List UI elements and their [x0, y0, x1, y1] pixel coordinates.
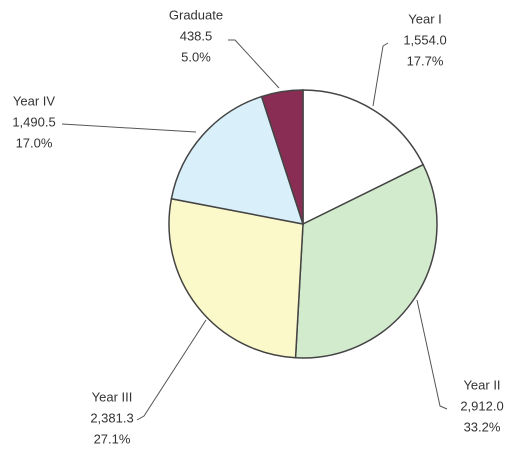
value-label: 1,554.0	[403, 32, 446, 47]
percent-label: 27.1%	[94, 431, 131, 446]
slice-label: Year II	[463, 377, 500, 392]
slice-label: Year III	[92, 389, 133, 404]
slice-label: Year I	[408, 11, 442, 26]
leader-line	[228, 39, 280, 89]
pie-slice	[294, 163, 438, 359]
slice-label: Graduate	[169, 7, 223, 22]
leader-line	[61, 123, 197, 133]
pie-slice	[170, 95, 305, 225]
percent-label: 33.2%	[464, 419, 501, 434]
pie-slice	[260, 89, 304, 225]
slice-label: Year IV	[13, 93, 55, 108]
value-label: 438.5	[180, 28, 213, 43]
percent-label: 17.0%	[16, 135, 53, 150]
percent-label: 17.7%	[407, 53, 444, 68]
percent-label: 5.0%	[181, 49, 211, 64]
leader-line	[136, 319, 207, 421]
value-label: 2,912.0	[460, 398, 503, 413]
pie-slice	[302, 89, 425, 226]
value-label: 1,490.5	[12, 114, 55, 129]
leader-line	[416, 299, 448, 410]
value-label: 2,381.3	[90, 410, 133, 425]
pie-slice	[168, 197, 304, 359]
leader-line	[372, 42, 389, 107]
